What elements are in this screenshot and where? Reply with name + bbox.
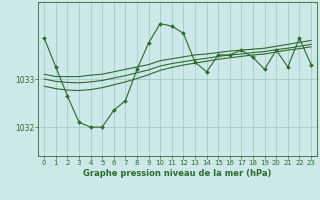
- X-axis label: Graphe pression niveau de la mer (hPa): Graphe pression niveau de la mer (hPa): [84, 169, 272, 178]
